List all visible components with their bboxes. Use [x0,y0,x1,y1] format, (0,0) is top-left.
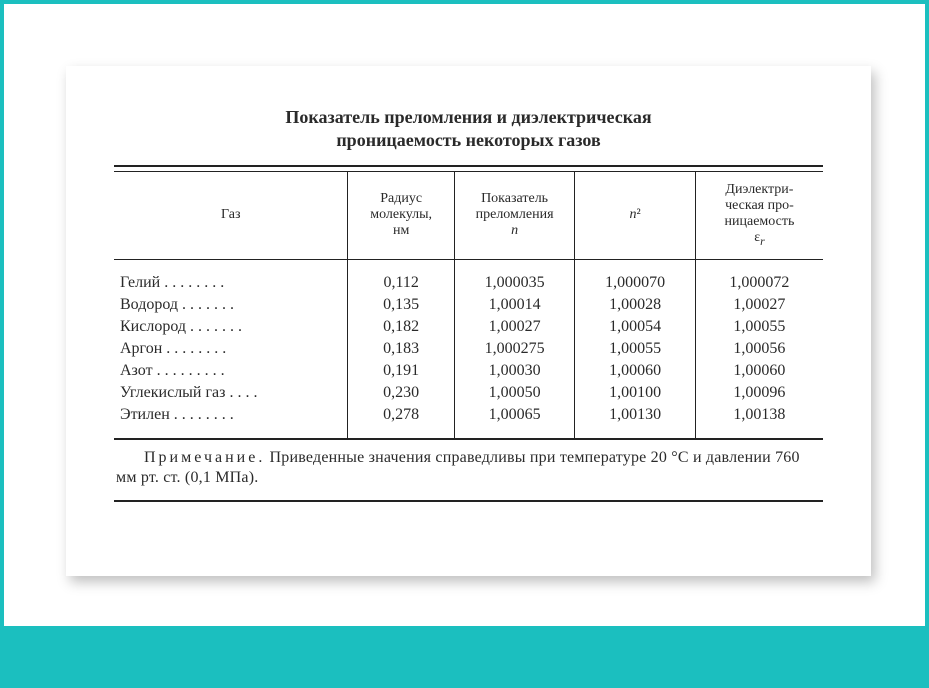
cell-n2: 1,00055 [575,338,696,360]
cell-radius: 0,182 [348,316,454,338]
cell-radius: 0,278 [348,404,454,426]
cell-n: 1,000275 [454,338,575,360]
cell-n: 1,00014 [454,294,575,316]
cell-gas-name: Азот . . . . . . . . . [114,360,348,382]
col-header-radius: Радиусмолекулы,нм [348,172,454,260]
cell-gas-name: Кислород . . . . . . . [114,316,348,338]
table-row: Аргон . . . . . . . . 0,1831,0002751,000… [114,338,823,360]
col-header-epsilon: Диэлектри-ческая про-ницаемостьεr [695,172,823,260]
table-row: Водород . . . . . . . 0,1351,000141,0002… [114,294,823,316]
cell-radius: 0,135 [348,294,454,316]
cell-n: 1,00027 [454,316,575,338]
cell-n: 1,000035 [454,272,575,294]
cell-gas-name: Аргон . . . . . . . . [114,338,348,360]
cell-radius: 0,112 [348,272,454,294]
col-header-n2: n² [575,172,696,260]
cell-n2: 1,00054 [575,316,696,338]
title-line-1: Показатель преломления и диэлектрическая [285,107,651,127]
slide-frame: Показатель преломления и диэлектрическая… [0,0,929,688]
cell-n2: 1,00028 [575,294,696,316]
bottom-accent-band [4,626,925,684]
cell-n: 1,00030 [454,360,575,382]
cell-gas-name: Гелий . . . . . . . . [114,272,348,294]
cell-n2: 1,00100 [575,382,696,404]
table-row: Азот . . . . . . . . .0,1911,000301,0006… [114,360,823,382]
cell-er: 1,00027 [695,294,823,316]
cell-er: 1,00138 [695,404,823,426]
footnote: Примечание. Приведенные значения справед… [114,440,823,502]
cell-n2: 1,000070 [575,272,696,294]
cell-n: 1,00065 [454,404,575,426]
table-row: Углекислый газ . . . .0,2301,000501,0010… [114,382,823,404]
cell-radius: 0,191 [348,360,454,382]
table-body: Гелий . . . . . . . . 0,1121,0000351,000… [114,259,823,438]
cell-gas-name: Углекислый газ . . . . [114,382,348,404]
table-header-row: Газ Радиусмолекулы,нм Показательпреломле… [114,172,823,260]
document-card: Показатель преломления и диэлектрическая… [66,66,871,576]
cell-er: 1,00056 [695,338,823,360]
col-header-gas: Газ [114,172,348,260]
cell-n2: 1,00130 [575,404,696,426]
cell-n: 1,00050 [454,382,575,404]
cell-radius: 0,183 [348,338,454,360]
title-line-2: проницаемость некоторых газов [336,130,600,150]
gas-properties-table: Газ Радиусмолекулы,нм Показательпреломле… [114,165,823,438]
table-row: Кислород . . . . . . .0,1821,000271,0005… [114,316,823,338]
footnote-label: Примечание. [144,449,265,466]
col-header-n: Показательпреломленияn [454,172,575,260]
cell-er: 1,00055 [695,316,823,338]
cell-er: 1,00060 [695,360,823,382]
cell-gas-name: Водород . . . . . . . [114,294,348,316]
cell-er: 1,00096 [695,382,823,404]
cell-radius: 0,230 [348,382,454,404]
table-title: Показатель преломления и диэлектрическая… [114,106,823,151]
cell-er: 1,000072 [695,272,823,294]
table-row: Гелий . . . . . . . . 0,1121,0000351,000… [114,272,823,294]
cell-n2: 1,00060 [575,360,696,382]
table-row: Этилен . . . . . . . .0,2781,000651,0013… [114,404,823,426]
cell-gas-name: Этилен . . . . . . . . [114,404,348,426]
